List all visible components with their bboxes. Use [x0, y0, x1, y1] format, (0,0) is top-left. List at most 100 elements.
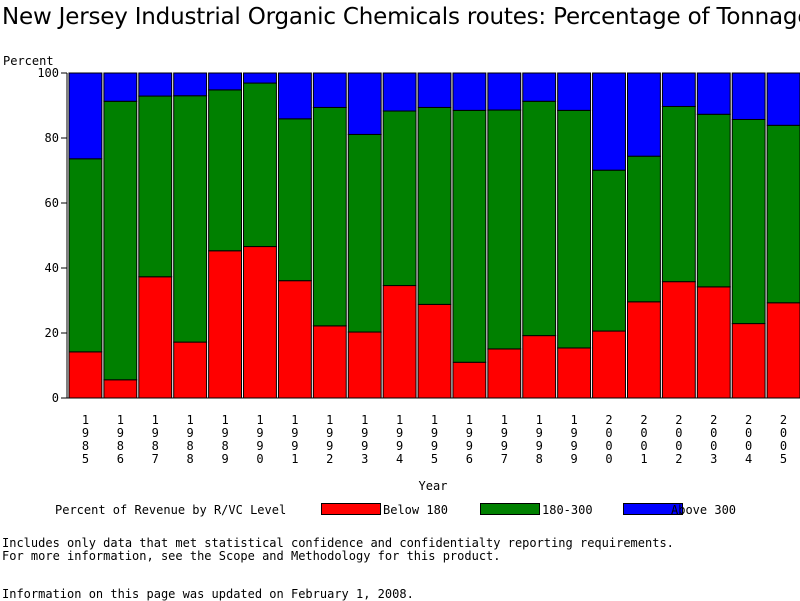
bar-1995-below-180	[417, 303, 452, 399]
bar-1987-above-300	[138, 72, 173, 97]
bar-2005-below-180	[766, 302, 800, 399]
bar-1987-180-300	[138, 95, 173, 278]
bar-1996-180-300	[452, 109, 487, 363]
legend-swatch-180-300	[480, 503, 540, 515]
bar-2002-180-300	[661, 105, 696, 283]
bar-1992-below-180	[312, 325, 347, 399]
bar-1995-above-300	[417, 72, 452, 108]
stacked-bar-chart: 0 20 40 60 80 100 1 9 8 5 1 9 8 6 1 9 8 7 1 9 8 8 1 9 8 9 1 9 9 0 1 9 9…	[37, 66, 800, 493]
bar-1991-above-300	[277, 72, 312, 120]
bar-1999-above-300	[557, 72, 592, 111]
bar-1998-180-300	[522, 100, 557, 337]
bar-1998-below-180	[522, 335, 557, 399]
bar-2000-below-180	[592, 330, 626, 399]
bar-2003-below-180	[696, 286, 731, 399]
legend-swatch-above-300	[623, 503, 683, 515]
bar-1993-below-180	[347, 331, 382, 399]
bar-1992-above-300	[312, 72, 347, 108]
bar-2002-above-300	[661, 72, 696, 107]
bar-1999-below-180	[557, 347, 592, 399]
bar-1989-180-300	[208, 89, 243, 252]
bar-2005-180-300	[766, 124, 800, 304]
bar-1986-below-180	[103, 379, 138, 399]
x-axis-label: Year	[419, 479, 448, 493]
bar-1999-180-300	[557, 109, 592, 349]
bar-1985-below-180	[68, 351, 103, 399]
y-tick-label-60: 60	[45, 196, 59, 210]
bar-1997-below-180	[487, 348, 522, 399]
footnote-updated: Information on this page was updated on …	[2, 587, 414, 601]
bar-1985-180-300	[68, 158, 103, 353]
bar-1985-above-300	[68, 72, 103, 160]
footnote-confidence: Includes only data that met statistical …	[2, 536, 674, 550]
bar-1997-above-300	[487, 72, 522, 111]
bar-1992-180-300	[312, 106, 347, 327]
y-tick-label-80: 80	[45, 131, 59, 145]
bar-1994-above-300	[382, 72, 417, 112]
bar-1993-above-300	[347, 72, 382, 135]
y-tick-label-40: 40	[45, 261, 59, 275]
bar-2003-180-300	[696, 113, 731, 288]
bar-1994-180-300	[382, 110, 417, 287]
legend-swatch-below-180	[321, 503, 381, 515]
y-tick-label-20: 20	[45, 326, 59, 340]
bar-2004-below-180	[731, 323, 766, 399]
bar-1988-180-300	[173, 95, 208, 343]
bar-1990-180-300	[243, 82, 277, 248]
bar-2000-above-300	[592, 72, 626, 171]
bar-1986-above-300	[103, 72, 138, 102]
bar-1998-above-300	[522, 72, 557, 102]
bar-2000-180-300	[592, 169, 626, 332]
bar-1996-above-300	[452, 72, 487, 111]
bar-1989-below-180	[208, 250, 243, 399]
bar-1995-180-300	[417, 106, 452, 305]
footnote-methodology: For more information, see the Scope and …	[2, 549, 501, 563]
legend-label-below-180: Below 180	[383, 503, 449, 517]
bar-1986-180-300	[103, 100, 138, 381]
bar-1990-below-180	[243, 246, 277, 399]
bar-1991-below-180	[277, 280, 312, 399]
bar-2004-180-300	[731, 118, 766, 325]
legend-label-180-300: 180-300	[542, 503, 593, 517]
bar-1994-below-180	[382, 285, 417, 399]
bar-1988-above-300	[173, 72, 208, 97]
bar-1993-180-300	[347, 133, 382, 333]
bar-1988-below-180	[173, 341, 208, 399]
y-tick-label-100: 100	[37, 66, 59, 80]
bar-1991-180-300	[277, 118, 312, 282]
legend-title: Percent of Revenue by R/VC Level	[55, 503, 287, 517]
bar-2001-below-180	[626, 301, 661, 399]
y-tick-label-0: 0	[52, 391, 59, 405]
bar-1987-below-180	[138, 276, 173, 399]
bar-2001-above-300	[626, 72, 661, 157]
y-axis-label: Percent	[3, 54, 54, 68]
bar-2004-above-300	[731, 72, 766, 120]
legend-label-above-300: Above 300	[671, 503, 737, 517]
bar-2005-above-300	[766, 72, 800, 126]
chart-title: New Jersey Industrial Organic Chemicals …	[2, 4, 800, 30]
bar-1996-below-180	[452, 361, 487, 399]
bar-2001-180-300	[626, 155, 661, 303]
bar-1989-above-300	[208, 72, 243, 91]
